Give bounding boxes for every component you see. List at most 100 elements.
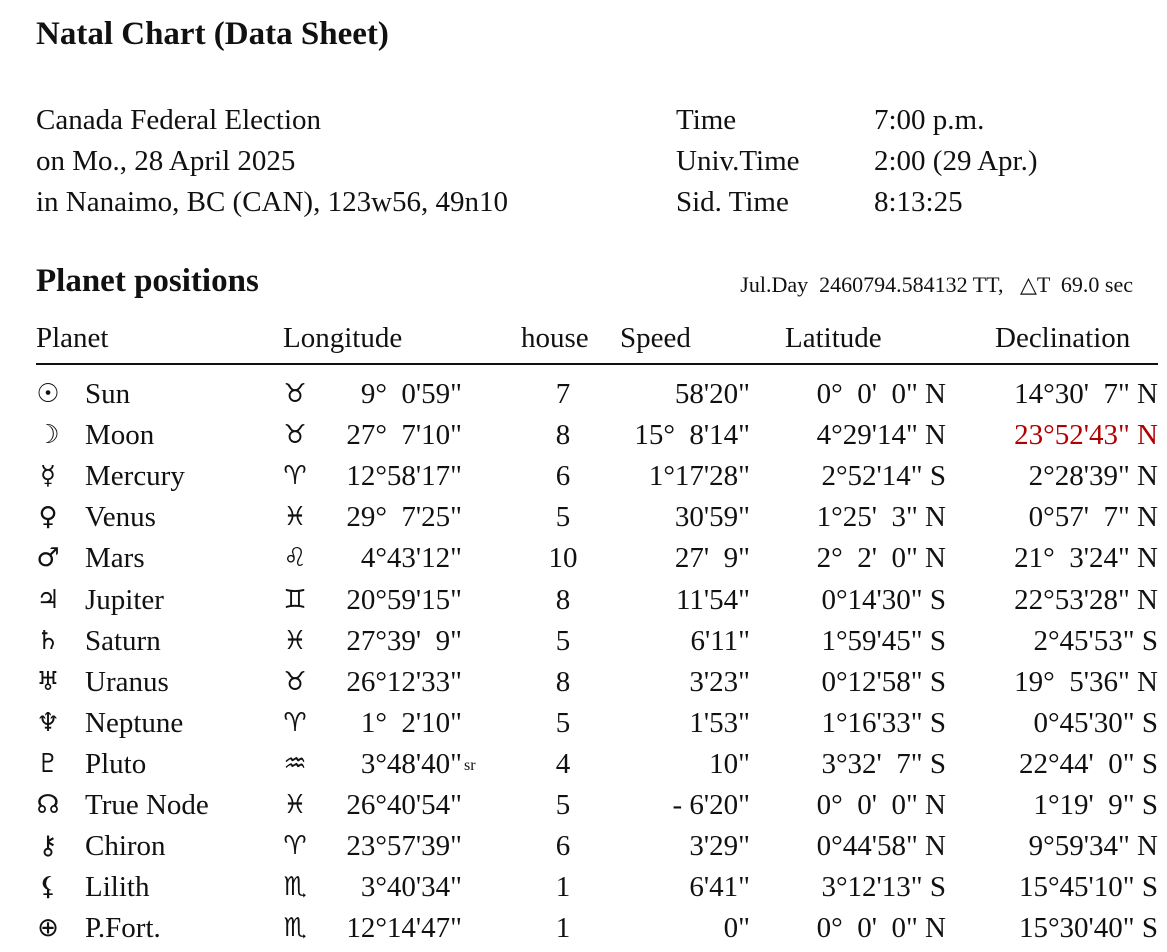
longitude: 23°57'39" — [346, 830, 462, 863]
house: 1 — [555, 912, 571, 945]
aquarius-icon: ♒ — [283, 748, 307, 779]
house: 8 — [555, 583, 571, 616]
speed: 11'54" — [676, 583, 750, 616]
declination: 22°44' 0" S — [1018, 747, 1158, 780]
table-row: ☽ Moon ♉ 27° 7'10" 8 15° 8'14" 4°29'14" N 23°52… — [0, 415, 1167, 456]
longitude: 3°48'40" — [360, 747, 462, 780]
planet-name: Mars — [85, 542, 145, 575]
latitude: 0° 0' 0" N — [816, 378, 946, 410]
retrograde-marker: sr — [464, 756, 476, 774]
planet-name: Mercury — [85, 460, 185, 493]
taurus-icon: ♉ — [283, 666, 307, 697]
latitude: 0°14'30" S — [821, 583, 946, 616]
univ-time-value: 2:00 (29 Apr.) — [874, 145, 1038, 177]
moon-icon: ☽ — [36, 420, 60, 451]
table-row: ♂ Mars ♌ 4°43'12" 10 27' 9" 2° 2' 0" N 21° 3'24… — [0, 538, 1167, 579]
latitude: 0°12'58" S — [821, 665, 946, 698]
house: 8 — [555, 665, 571, 698]
venus-icon: ♀ — [38, 502, 58, 533]
planet-name: Saturn — [85, 624, 161, 657]
time-labels: Time Univ.Time Sid. Time — [676, 100, 800, 223]
planet-name: Venus — [85, 501, 156, 534]
planet-name: Uranus — [85, 665, 169, 698]
jupiter-icon: ♃ — [36, 584, 60, 615]
longitude: 9° 0'59" — [360, 378, 462, 410]
longitude: 26°40'54" — [346, 789, 462, 821]
speed: - 6'20" — [672, 789, 750, 821]
speed: 58'20" — [674, 378, 750, 410]
sun-icon: ☉ — [36, 379, 60, 409]
declination: 1°19' 9" S — [1033, 789, 1158, 821]
house: 5 — [555, 501, 571, 534]
declination: 2°45'53" S — [1033, 624, 1158, 657]
leo-icon: ♌ — [283, 543, 307, 574]
house: 4 — [555, 747, 571, 780]
speed: 10" — [709, 747, 750, 780]
planet-name: Lilith — [85, 871, 150, 904]
chiron-icon: ⚷ — [38, 831, 58, 862]
table-row: ☿ Mercury ♈ 12°58'17" 6 1°17'28" 2°52'14" S 2°2… — [0, 456, 1167, 497]
univ-time-label: Univ.Time — [676, 145, 800, 177]
aries-icon: ♈ — [283, 831, 307, 862]
aries-icon: ♈ — [283, 461, 307, 492]
declination: 15°45'10" S — [1018, 871, 1158, 904]
longitude: 1° 2'10" — [360, 706, 462, 739]
mercury-icon: ☿ — [40, 461, 56, 492]
declination: 0°45'30" S — [1033, 706, 1158, 739]
scorpio-icon: ♏ — [283, 913, 307, 944]
latitude: 2° 2' 0" N — [816, 542, 946, 575]
declination: 21° 3'24" N — [1014, 542, 1158, 575]
taurus-icon: ♉ — [283, 420, 307, 451]
table-row: ♄ Saturn ♓ 27°39' 9" 5 6'11" 1°59'45" S 2°45'53… — [0, 621, 1167, 662]
table-row: ⊕ P.Fort. ♏ 12°14'47" 1 0" 0° 0' 0" N 15°30'40"… — [0, 908, 1167, 949]
taurus-icon: ♉ — [283, 379, 307, 409]
gemini-icon: ♊ — [283, 584, 307, 615]
speed: 6'41" — [689, 871, 750, 904]
event-location: in Nanaimo, BC (CAN), 123w56, 49n10 — [36, 186, 509, 218]
table-row: ♃ Jupiter ♊ 20°59'15" 8 11'54" 0°14'30" S 22°53… — [0, 580, 1167, 621]
house: 7 — [555, 378, 571, 410]
planet-name: Sun — [85, 378, 131, 410]
declination: 14°30' 7" N — [1014, 378, 1158, 410]
planet-name: Jupiter — [85, 583, 164, 616]
uranus-icon: ♅ — [36, 666, 60, 697]
declination: 2°28'39" N — [1028, 460, 1158, 493]
longitude: 12°14'47" — [346, 912, 462, 945]
declination: 19° 5'36" N — [1014, 665, 1158, 698]
true-node-icon: ☊ — [36, 790, 60, 820]
latitude: 4°29'14" N — [816, 419, 946, 452]
speed: 30'59" — [674, 501, 750, 534]
table-row: ♀ Venus ♓ 29° 7'25" 5 30'59" 1°25' 3" N 0°57' 7… — [0, 497, 1167, 538]
time-value: 7:00 p.m. — [874, 104, 985, 136]
latitude: 1°25' 3" N — [816, 501, 946, 534]
speed: 3'23" — [689, 665, 750, 698]
pisces-icon: ♓ — [283, 790, 307, 820]
mars-icon: ♂ — [36, 543, 60, 574]
planet-name: Moon — [85, 419, 155, 452]
longitude: 27° 7'10" — [346, 419, 462, 452]
latitude: 3°32' 7" S — [821, 747, 946, 780]
latitude: 0° 0' 0" N — [816, 912, 946, 945]
house: 6 — [555, 460, 571, 493]
longitude: 3°40'34" — [360, 871, 462, 904]
table-row: ♅ Uranus ♉ 26°12'33" 8 3'23" 0°12'58" S 19° 5'3… — [0, 662, 1167, 703]
col-longitude: Longitude — [283, 322, 403, 354]
longitude: 4°43'12" — [360, 542, 462, 575]
pluto-icon: ♇ — [36, 748, 60, 779]
sid-time-label: Sid. Time — [676, 186, 789, 218]
scorpio-icon: ♏ — [283, 872, 307, 903]
page-title: Natal Chart (Data Sheet) — [36, 16, 389, 52]
table-row: ⚸ Lilith ♏ 3°40'34" 1 6'41" 3°12'13" S 15°45'10… — [0, 867, 1167, 908]
speed: 15° 8'14" — [634, 419, 750, 452]
col-speed: Speed — [620, 322, 691, 354]
event-date: on Mo., 28 April 2025 — [36, 145, 296, 177]
speed: 0" — [723, 912, 750, 945]
latitude: 0°44'58" N — [816, 830, 946, 863]
time-values: 7:00 p.m. 2:00 (29 Apr.) 8:13:25 — [874, 100, 1038, 223]
saturn-icon: ♄ — [36, 625, 60, 656]
latitude: 3°12'13" S — [821, 871, 946, 904]
speed: 6'11" — [690, 624, 751, 657]
house: 5 — [555, 624, 571, 657]
event-name: Canada Federal Election — [36, 104, 322, 136]
pisces-icon: ♓ — [283, 625, 307, 656]
